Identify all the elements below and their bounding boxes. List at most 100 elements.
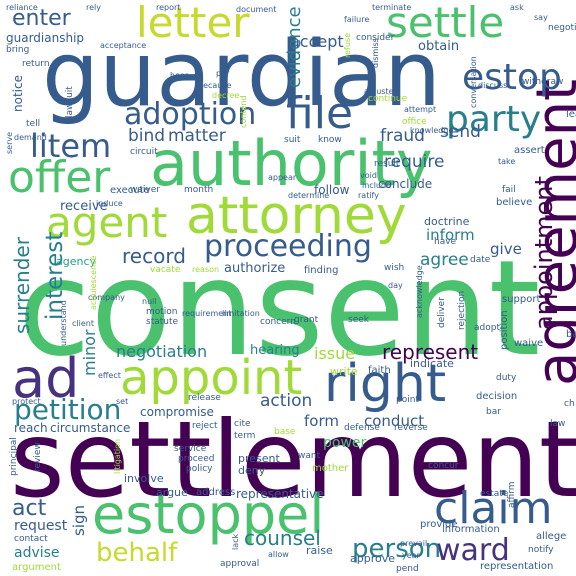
word: release — [188, 393, 221, 403]
word: mother — [312, 463, 349, 474]
word: reliance — [6, 3, 38, 12]
word: year — [402, 551, 420, 560]
word: assert — [514, 145, 545, 156]
word: settle — [386, 0, 505, 47]
word: form — [304, 412, 339, 430]
word: grant — [294, 315, 319, 325]
word: estop — [462, 57, 562, 98]
word: attorney — [186, 186, 407, 246]
word: estate — [480, 489, 509, 499]
word: estoppel — [92, 483, 325, 546]
word: term — [234, 431, 256, 441]
word: matter — [168, 126, 226, 146]
word: prevail — [400, 539, 428, 548]
word: know — [318, 135, 342, 145]
word: act — [12, 496, 47, 521]
word: set — [116, 397, 129, 406]
word: limitation — [222, 309, 260, 318]
word: address — [196, 487, 236, 498]
word: enter — [12, 6, 71, 31]
word: consent — [18, 232, 541, 386]
word: principal — [9, 437, 19, 476]
word: adopt — [474, 323, 500, 333]
word: adjuster — [364, 87, 397, 96]
word: waive — [514, 338, 544, 349]
word: determine — [288, 191, 330, 200]
word: counsel — [244, 526, 321, 550]
word: behalf — [96, 538, 178, 568]
word: duty — [496, 373, 517, 383]
word: acceptance — [100, 41, 147, 50]
word: waiver — [130, 185, 160, 195]
word: have — [434, 237, 457, 247]
word: lack — [231, 533, 240, 550]
word: say — [534, 13, 548, 22]
word: send — [440, 122, 481, 142]
word: rely — [86, 3, 101, 12]
word: consider — [356, 33, 395, 43]
word: demand — [14, 133, 47, 142]
word: hear — [170, 71, 189, 80]
word: party — [446, 99, 542, 140]
word: contact — [14, 534, 48, 544]
word: file — [286, 88, 354, 139]
word: requirement — [182, 309, 232, 318]
word: position — [499, 310, 510, 350]
word: point — [396, 395, 419, 405]
word: issue — [314, 344, 356, 363]
word: conversation — [469, 56, 478, 108]
word: deny — [238, 464, 266, 477]
word: failure — [344, 15, 370, 24]
word: authorize — [224, 261, 286, 276]
word: argue — [156, 486, 188, 499]
word: concern — [260, 317, 296, 327]
word: withdraw — [522, 77, 564, 87]
word: write — [330, 365, 358, 378]
word: include — [362, 181, 391, 190]
word: claim — [434, 483, 553, 534]
word: ratify — [358, 191, 379, 200]
word: decision — [476, 391, 518, 402]
word: reverse — [394, 423, 428, 433]
word: appointment — [530, 176, 558, 330]
word: representation — [480, 561, 554, 572]
word: believe — [496, 197, 533, 208]
word: support — [502, 294, 541, 305]
word: decree — [212, 91, 240, 100]
word: affirm — [507, 481, 517, 508]
word: appoint — [120, 350, 303, 406]
word: take — [498, 157, 516, 166]
word: service — [174, 444, 207, 454]
word: negotiate — [548, 23, 576, 33]
word: rejection — [457, 290, 467, 330]
word: conduct — [364, 412, 425, 430]
word: hearing — [250, 343, 300, 358]
word: ch — [564, 399, 575, 409]
word: raise — [306, 544, 333, 557]
word: finding — [304, 265, 339, 276]
word: allow — [268, 550, 289, 559]
word: because — [198, 81, 232, 90]
word: motion — [146, 307, 178, 317]
word: compromise — [140, 405, 214, 419]
word: client — [72, 319, 94, 328]
word: approval — [220, 559, 260, 569]
word: provide — [420, 519, 458, 530]
word: bar — [486, 407, 501, 417]
word: execute — [110, 185, 150, 196]
word: right — [324, 354, 447, 414]
word: leave — [566, 109, 576, 120]
word: ask — [510, 3, 524, 12]
word: concur — [428, 461, 459, 471]
word: receive — [60, 199, 108, 214]
word: give — [490, 240, 522, 258]
word: lawsuit — [65, 86, 75, 118]
word: follow — [314, 183, 350, 197]
word: protect — [12, 397, 41, 406]
word: acknowledge — [415, 265, 424, 318]
word: represent — [382, 340, 479, 364]
word: circuit — [130, 147, 158, 157]
word: continue — [368, 94, 408, 104]
word: guardianship — [6, 31, 85, 45]
